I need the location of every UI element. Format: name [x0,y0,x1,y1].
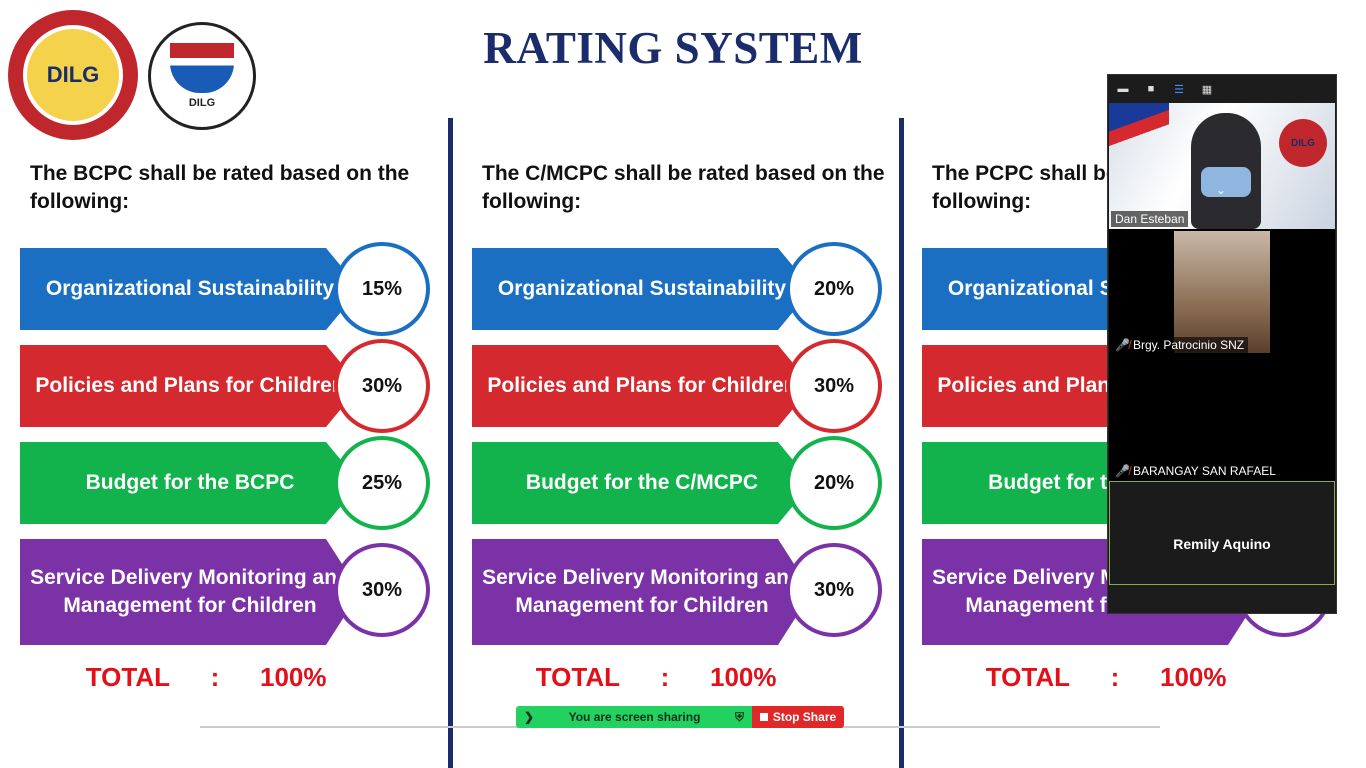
total-value: 100% [260,662,327,692]
participant-tile[interactable]: DILG Dan Esteban [1109,103,1335,229]
criterion-label: Organizational Sustainability [472,248,812,330]
dilg-badge: DILG [1279,119,1327,167]
total-separator: : [1110,662,1120,692]
total-label: TOTAL [985,662,1070,692]
participant-tile[interactable]: Remily Aquino [1109,481,1335,585]
total-label: TOTAL [535,662,620,692]
video-panel[interactable]: ▬ ■ ☰ ▦ DILG Dan Esteban 🎤̸ Brgy. Patroc… [1107,74,1337,614]
total-line: TOTAL : 100% [920,662,1340,693]
video-panel-toolbar: ▬ ■ ☰ ▦ [1108,75,1336,103]
participant-name: 🎤̸ Brgy. Patrocinio SNZ [1111,337,1249,353]
sharing-status-text: You are screen sharing [568,710,701,724]
total-separator: : [210,662,220,692]
dilg-logo: DILG [8,10,138,140]
criterion-label: Service Delivery Monitoring and Manageme… [472,539,812,645]
column-divider [899,118,904,768]
drag-handle-icon[interactable]: ❯ [524,710,535,724]
muted-mic-icon: 🎤̸ [1115,338,1130,352]
rating-row: Service Delivery Monitoring and Manageme… [472,539,892,645]
gallery-view-icon[interactable]: ▦ [1201,83,1213,96]
thumbnail-view-icon[interactable]: ■ [1147,83,1155,95]
total-separator: : [660,662,670,692]
criterion-label: Policies and Plans for Children [20,345,360,427]
total-line: TOTAL : 100% [20,662,440,693]
participant-tile[interactable]: 🎤̸ Brgy. Patrocinio SNZ [1109,229,1335,355]
participant-video [1174,231,1270,353]
criterion-label: Service Delivery Monitoring and Manageme… [20,539,360,645]
rating-row: Organizational Sustainability 15% [20,242,440,336]
total-line: TOTAL : 100% [470,662,890,693]
slide-title: RATING SYSTEM [483,23,863,73]
speaker-view-icon[interactable]: ☰ [1174,83,1184,96]
participant-name-text: BARANGAY SAN RAFAEL [1132,464,1276,478]
total-label: TOTAL [85,662,170,692]
column-divider [448,118,453,768]
rating-row: Policies and Plans for Children 30% [472,339,892,433]
boat-sail-icon [170,43,234,93]
chevron-down-icon[interactable]: ⌄ [1216,183,1227,197]
rating-row: Service Delivery Monitoring and Manageme… [20,539,440,645]
muted-mic-icon: 🎤̸ [1115,464,1130,478]
rating-row: Budget for the C/MCPC 20% [472,436,892,530]
criterion-label: Policies and Plans for Children [472,345,812,427]
shield-icon: ⛨ [734,709,744,724]
criterion-label: Budget for the C/MCPC [472,442,812,524]
participant-name-text: Brgy. Patrocinio SNZ [1132,338,1245,352]
criterion-label: Budget for the BCPC [20,442,360,524]
nbo-logo-text: DILG [188,97,216,109]
flag-backdrop [1109,103,1169,153]
participant-name-text: Dan Esteban [1115,212,1185,226]
criterion-percent: 30% [334,339,430,433]
rating-column-bcpc: The BCPC shall be rated based on the fol… [20,160,440,660]
screen-share-bar: ❯ You are screen sharing ⛨ Stop Share [516,706,844,728]
criterion-percent: 30% [786,339,882,433]
criterion-percent: 15% [334,242,430,336]
criterion-label: Organizational Sustainability [20,248,360,330]
stop-share-button[interactable]: Stop Share [752,706,844,728]
rating-row: Organizational Sustainability 20% [472,242,892,336]
sharing-status[interactable]: ❯ You are screen sharing ⛨ [516,706,752,728]
rating-column-cmcpc: The C/MCPC shall be rated based on the f… [472,160,892,660]
participant-display-name: Remily Aquino [1173,536,1271,552]
stop-share-label: Stop Share [772,710,837,724]
criterion-percent: 30% [334,543,430,637]
participant-name: Dan Esteban [1111,211,1189,227]
face-mask [1201,167,1251,197]
dilg-logo-text: DILG [23,25,123,125]
rating-row: Policies and Plans for Children 30% [20,339,440,433]
criterion-percent: 20% [786,242,882,336]
criterion-percent: 30% [786,543,882,637]
total-value: 100% [1160,662,1227,692]
nbo-logo: DILG [148,22,256,130]
participant-name: 🎤̸ BARANGAY SAN RAFAEL [1111,463,1280,479]
column-heading: The C/MCPC shall be rated based on the f… [482,162,885,213]
criterion-percent: 25% [334,436,430,530]
criterion-percent: 20% [786,436,882,530]
participant-tile[interactable]: 🎤̸ BARANGAY SAN RAFAEL [1109,355,1335,481]
column-heading: The BCPC shall be rated based on the fol… [30,162,410,213]
rating-row: Budget for the BCPC 25% [20,436,440,530]
minimize-icon[interactable]: ▬ [1117,83,1129,95]
stop-icon [759,713,768,721]
total-value: 100% [710,662,777,692]
